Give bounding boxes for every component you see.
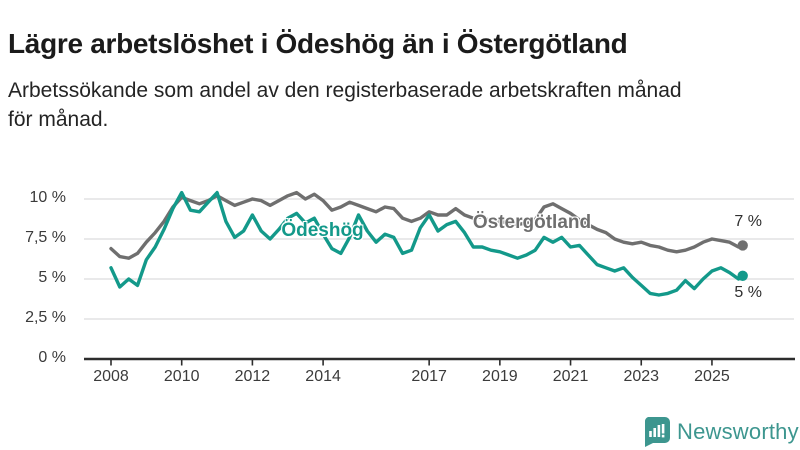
y-axis-label: 10 %: [29, 189, 66, 206]
y-axis-label: 2,5 %: [25, 309, 66, 326]
x-axis-label-2008: 2008: [93, 368, 129, 385]
newsworthy-logo: Newsworthy: [643, 416, 799, 448]
x-axis-label-2014: 2014: [305, 368, 341, 385]
subtitle-line-1: Arbetssökande som andel av den registerb…: [8, 79, 682, 102]
x-axis-label-2017: 2017: [411, 368, 447, 385]
subtitle-line-2: för månad.: [8, 108, 109, 131]
brand-name: Newsworthy: [677, 419, 799, 444]
page-title: Lägre arbetslöshet i Ödeshög än i Österg…: [8, 27, 628, 59]
series-annotation-odeshog: Ödeshög: [281, 220, 364, 241]
x-axis-label-2023: 2023: [623, 368, 660, 385]
y-axis-label: 5 %: [38, 269, 66, 286]
x-axis-label-2025: 2025: [694, 368, 730, 385]
series-end-dot-0: [737, 270, 748, 281]
series-line-0: [109, 190, 745, 297]
x-axis-label-2019: 2019: [482, 368, 518, 385]
end-value-label-ostergotland: 7 %: [734, 213, 762, 230]
newsworthy-logo-icon: [644, 417, 670, 447]
series-annotation-ostergotland: Östergötland: [472, 212, 592, 233]
x-axis-label-2010: 2010: [163, 368, 200, 385]
y-axis-label: 7,5 %: [25, 229, 66, 246]
x-axis-label-2012: 2012: [234, 368, 271, 385]
y-axis-label: 0 %: [38, 349, 66, 366]
x-axis-label-2021: 2021: [552, 368, 589, 385]
chart-subtitle: Arbetssökande som andel av den registerb…: [8, 76, 792, 134]
series-end-dot-1: [737, 240, 748, 251]
end-value-label-odeshog: 5 %: [734, 284, 762, 301]
